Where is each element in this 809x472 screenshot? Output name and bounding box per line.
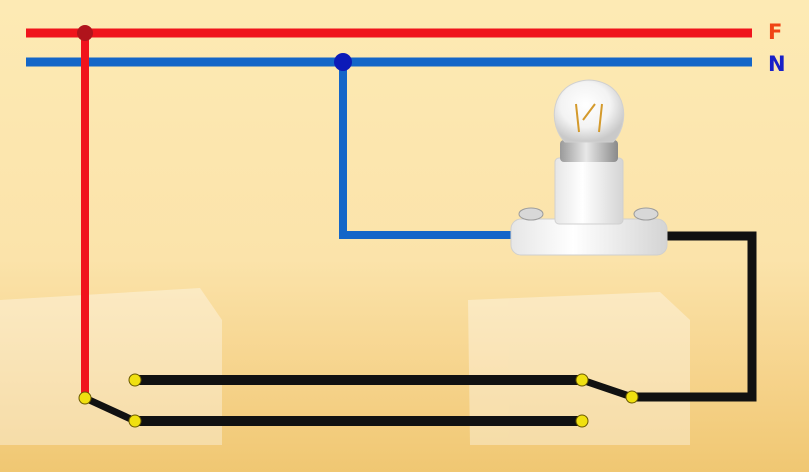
neutral-label: N bbox=[768, 52, 786, 76]
terminal-right-bottom[interactable] bbox=[575, 414, 589, 428]
lamp-return-wire bbox=[632, 231, 757, 402]
switch-lever-left bbox=[83, 394, 137, 425]
light-bulb-icon bbox=[510, 79, 668, 256]
lamp-screw-left bbox=[518, 207, 544, 221]
terminal-right-common[interactable] bbox=[625, 390, 639, 404]
phase-label: F bbox=[768, 20, 782, 44]
lamp-screw-right bbox=[633, 207, 659, 221]
terminal-right-top[interactable] bbox=[575, 373, 589, 387]
lamp-holder bbox=[554, 157, 624, 225]
terminal-left-bottom[interactable] bbox=[128, 414, 142, 428]
lamp-socket bbox=[560, 140, 618, 162]
terminal-left-common[interactable] bbox=[78, 391, 92, 405]
lamp-filament bbox=[575, 103, 603, 133]
phase-junction bbox=[77, 25, 93, 41]
switch-lever-right bbox=[580, 376, 634, 401]
terminal-left-top[interactable] bbox=[128, 373, 142, 387]
neutral-drop-wire bbox=[339, 62, 525, 239]
neutral-junction bbox=[334, 53, 352, 71]
